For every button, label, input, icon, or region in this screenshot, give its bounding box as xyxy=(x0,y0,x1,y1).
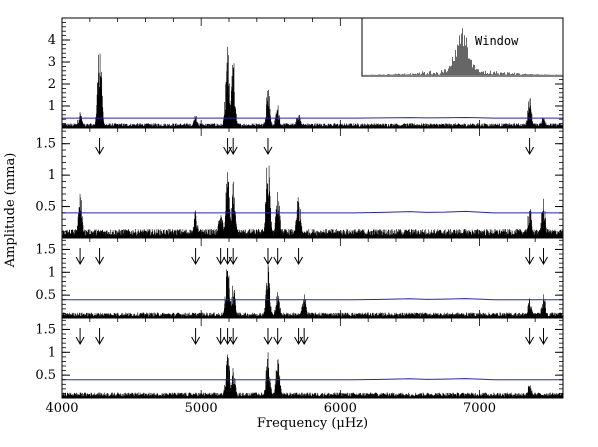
frequency-arrow xyxy=(191,328,201,346)
frequency-arrow xyxy=(228,138,238,156)
y-axis-label: Amplitude (mma) xyxy=(3,153,18,269)
x-tick-label: 4000 xyxy=(45,401,78,416)
frequency-arrow xyxy=(273,248,283,266)
panel-frame xyxy=(61,237,564,319)
detection-threshold-line xyxy=(62,210,563,214)
panel-3: 0.5 1 1.5 xyxy=(35,237,564,319)
frequency-arrow xyxy=(294,328,304,346)
frequency-arrow xyxy=(95,328,105,346)
frequency-arrow xyxy=(525,328,535,346)
frequency-arrow xyxy=(263,138,273,156)
y-tick-label: 0.5 xyxy=(35,288,56,303)
frequency-arrow xyxy=(294,248,304,266)
frequency-arrow xyxy=(95,248,105,266)
y-tick-label: 0.5 xyxy=(35,200,56,215)
frequency-arrow xyxy=(273,328,283,346)
y-tick-label: 4 xyxy=(48,33,56,48)
panel-2: 0.5 1 1.5 xyxy=(35,127,564,239)
frequency-arrow xyxy=(228,248,238,266)
x-tick-label: 6000 xyxy=(324,401,357,416)
panel-frame xyxy=(61,127,564,239)
frequency-arrow xyxy=(539,248,548,266)
x-tick-label: 7000 xyxy=(463,401,496,416)
window-function-series xyxy=(362,28,563,75)
arrow-row-1 xyxy=(95,138,535,156)
y-tick-label: 1 xyxy=(48,99,56,114)
inset-label: Window xyxy=(475,34,519,48)
panel-frame xyxy=(61,317,564,399)
x-axis-label: Frequency (μHz) xyxy=(257,416,368,431)
frequency-arrow xyxy=(263,328,273,346)
y-tick-label: 2 xyxy=(48,77,56,92)
panel-4: 0.5 1 1.5 xyxy=(35,317,564,399)
spectrum-series xyxy=(61,165,564,238)
y-tick-label: 1 xyxy=(48,168,56,183)
y-tick-label: 1.5 xyxy=(35,322,56,337)
spectrum-series xyxy=(61,264,564,318)
frequency-arrow xyxy=(525,138,535,156)
arrow-row-3 xyxy=(75,328,548,346)
detection-threshold-line xyxy=(62,378,563,381)
arrow-row-2 xyxy=(75,248,548,266)
y-tick-label: 3 xyxy=(48,55,56,70)
frequency-arrow xyxy=(223,138,233,156)
y-tick-label: 1.5 xyxy=(35,137,56,152)
x-tick-label: 5000 xyxy=(185,401,218,416)
y-tick-label: 1.5 xyxy=(35,242,56,257)
frequency-arrow xyxy=(216,248,226,266)
frequency-arrow xyxy=(223,248,233,266)
frequency-arrow xyxy=(191,248,201,266)
frequency-arrow xyxy=(525,248,535,266)
frequency-arrow xyxy=(75,328,85,346)
frequency-arrow xyxy=(75,248,85,266)
frequency-arrow xyxy=(95,138,105,156)
frequency-arrow xyxy=(228,328,238,346)
frequency-arrow xyxy=(223,328,233,346)
frequency-arrow xyxy=(539,328,548,346)
frequency-arrow xyxy=(216,328,226,346)
y-tick-label: 0.5 xyxy=(35,368,56,383)
window-inset: Window xyxy=(361,17,564,77)
y-tick-label: 1 xyxy=(48,345,56,360)
detection-threshold-line xyxy=(62,298,563,301)
spectrum-series xyxy=(61,352,564,398)
y-tick-label: 1 xyxy=(48,265,56,280)
detection-threshold-line xyxy=(62,117,563,119)
frequency-arrow xyxy=(263,248,273,266)
frequency-arrow xyxy=(299,328,309,346)
